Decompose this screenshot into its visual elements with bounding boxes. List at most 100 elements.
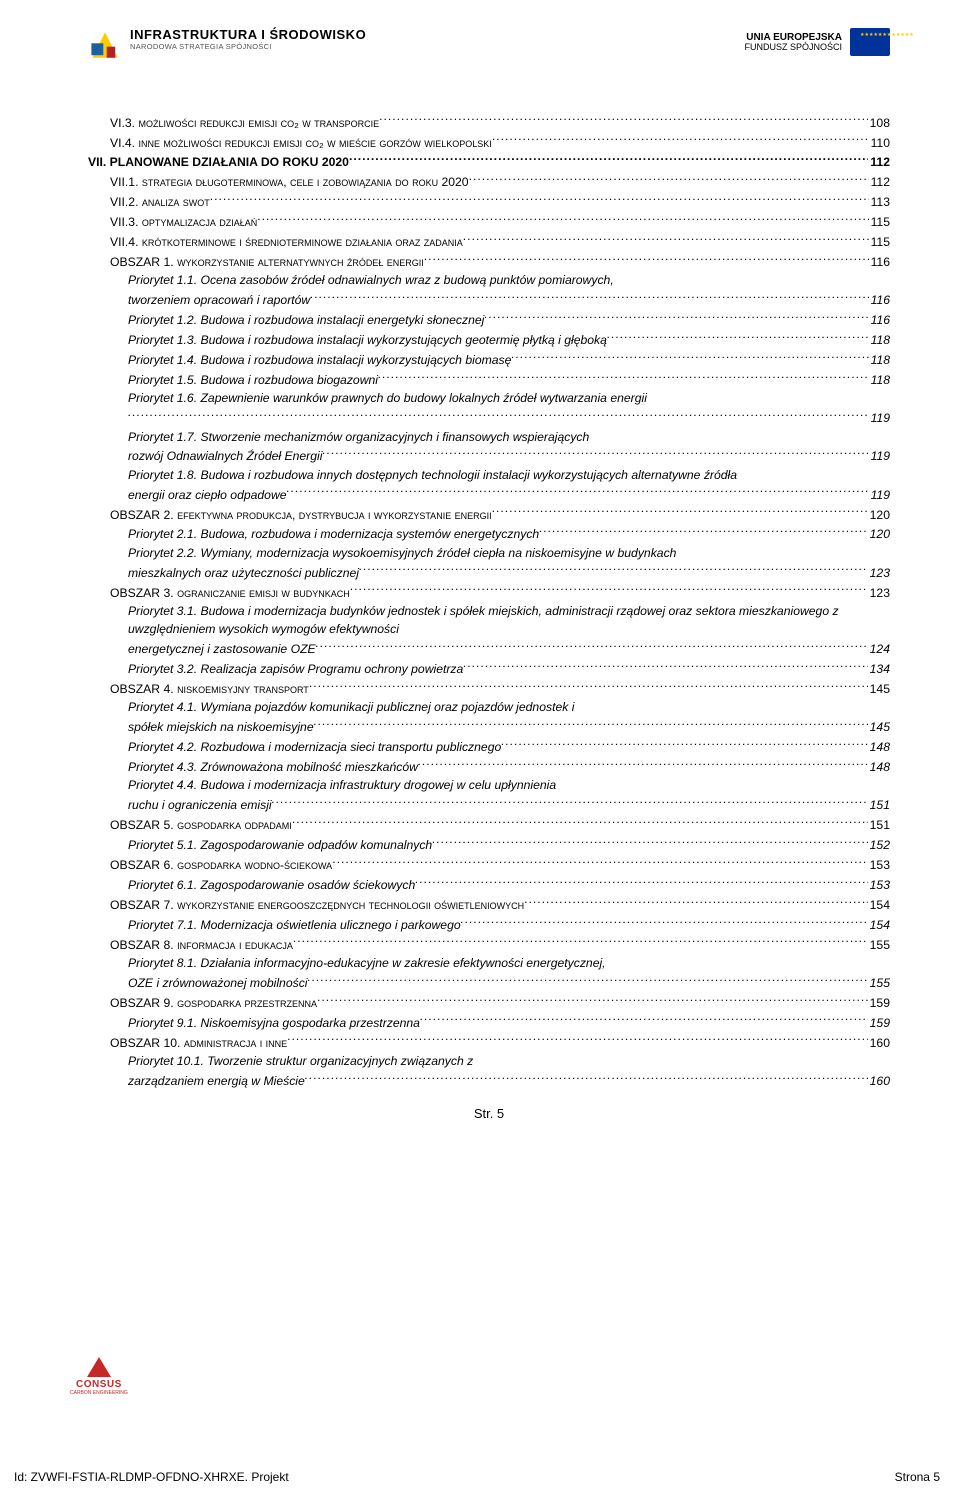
header-subtitle: NARODOWA STRATEGIA SPÓJNOŚCI bbox=[130, 42, 366, 51]
consus-sub: CARBON ENGINEERING bbox=[70, 1390, 128, 1396]
toc-page: 154 bbox=[868, 916, 890, 934]
toc-label: OBSZAR 1. wykorzystanie alternatywnych ź… bbox=[110, 253, 424, 271]
infrastructure-logo-icon bbox=[88, 28, 122, 62]
toc-page: 116 bbox=[869, 311, 890, 329]
toc-entry: OBSZAR 3. ograniczanie emisji w budynkac… bbox=[88, 582, 890, 602]
toc-entry-cont: 119 bbox=[88, 408, 890, 428]
toc-label: Priorytet 2.2. Wymiany, modernizacja wys… bbox=[128, 544, 890, 562]
toc-label: Priorytet 1.5. Budowa i rozbudowa biogaz… bbox=[128, 371, 378, 389]
toc-label: Priorytet 1.3. Budowa i rozbudowa instal… bbox=[128, 331, 607, 349]
toc-page: 145 bbox=[868, 718, 890, 736]
page: INFRASTRUKTURA I ŚRODOWISKO NARODOWA STR… bbox=[0, 0, 960, 1440]
toc-page: 152 bbox=[868, 836, 890, 854]
toc-page: 116 bbox=[869, 253, 890, 271]
header-left: INFRASTRUKTURA I ŚRODOWISKO NARODOWA STR… bbox=[88, 28, 366, 62]
toc-page: 119 bbox=[869, 409, 890, 427]
toc-entry: OBSZAR 7. wykorzystanie energooszczędnyc… bbox=[88, 894, 890, 914]
toc-entry: OBSZAR 4. niskoemisyjny transport145 bbox=[88, 678, 890, 698]
toc-page: 148 bbox=[868, 758, 890, 776]
toc-entry: Priorytet 4.4. Budowa i modernizacja inf… bbox=[88, 776, 890, 814]
toc-label: Priorytet 7.1. Modernizacja oświetlenia … bbox=[128, 916, 461, 934]
toc-page: 115 bbox=[869, 213, 890, 231]
toc-label: Priorytet 4.1. Wymiana pojazdów komunika… bbox=[128, 698, 890, 716]
toc-label: OBSZAR 3. ograniczanie emisji w budynkac… bbox=[110, 584, 350, 602]
toc-page: 153 bbox=[868, 856, 890, 874]
document-footer: Id: ZVWFI-FSTIA-RLDMP-OFDNO-XHRXE. Proje… bbox=[0, 1464, 960, 1490]
toc-label: Priorytet 10.1. Tworzenie struktur organ… bbox=[128, 1052, 890, 1070]
toc-page: 115 bbox=[869, 233, 890, 251]
toc-label: OBSZAR 8. informacja i edukacja bbox=[110, 936, 293, 954]
toc-label: OBSZAR 9. gospodarka przestrzenna bbox=[110, 994, 317, 1012]
toc-label: Priorytet 1.4. Budowa i rozbudowa instal… bbox=[128, 351, 511, 369]
toc-page: 159 bbox=[868, 994, 890, 1012]
toc-entry: Priorytet 3.2. Realizacja zapisów Progra… bbox=[88, 658, 890, 678]
toc-entry: Priorytet 5.1. Zagospodarowanie odpadów … bbox=[88, 834, 890, 854]
toc-entry: OBSZAR 2. efektywna produkcja, dystrybuc… bbox=[88, 504, 890, 524]
toc-label: Priorytet 1.7. Stworzenie mechanizmów or… bbox=[128, 428, 890, 446]
toc-label: Priorytet 3.1. Budowa i modernizacja bud… bbox=[128, 602, 890, 639]
toc-entry: OBSZAR 9. gospodarka przestrzenna 159 bbox=[88, 992, 890, 1012]
toc-entry: VII.1. strategia długoterminowa, cele i … bbox=[88, 172, 890, 192]
toc-page: 110 bbox=[869, 134, 890, 152]
toc-page: 113 bbox=[869, 193, 890, 211]
doc-id: Id: ZVWFI-FSTIA-RLDMP-OFDNO-XHRXE. Proje… bbox=[14, 1470, 289, 1484]
toc-entry: Priorytet 1.6. Zapewnienie warunków praw… bbox=[88, 389, 890, 407]
consus-logo: CONSUS CARBON ENGINEERING bbox=[70, 1357, 128, 1396]
toc-label: VI.3. możliwości redukcji emisji co₂ w t… bbox=[110, 114, 379, 132]
toc-entry: Priorytet 7.1. Modernizacja oświetlenia … bbox=[88, 914, 890, 934]
toc-label: OBSZAR 5. gospodarka odpadami bbox=[110, 816, 292, 834]
toc-page: 112 bbox=[869, 173, 890, 191]
header-title: INFRASTRUKTURA I ŚRODOWISKO bbox=[130, 28, 366, 42]
toc-entry: VII. PLANOWANE DZIAŁANIA DO ROKU 2020 112 bbox=[88, 152, 890, 172]
toc-page: 155 bbox=[868, 974, 890, 992]
toc-entry: OBSZAR 5. gospodarka odpadami151 bbox=[88, 815, 890, 835]
eu-fund: FUNDUSZ SPÓJNOŚCI bbox=[744, 43, 842, 53]
toc-page: 118 bbox=[869, 351, 890, 369]
toc-label: OBSZAR 7. wykorzystanie energooszczędnyc… bbox=[110, 896, 524, 914]
toc-label: VII. PLANOWANE DZIAŁANIA DO ROKU 2020 bbox=[88, 153, 349, 171]
toc-page: 120 bbox=[868, 525, 890, 543]
toc-page: 134 bbox=[868, 660, 890, 678]
toc-entry: OBSZAR 1. wykorzystanie alternatywnych ź… bbox=[88, 251, 890, 271]
toc-label: VII.2. analiza swot bbox=[110, 193, 210, 211]
toc-page: 160 bbox=[868, 1072, 890, 1090]
toc-entry: Priorytet 1.8. Budowa i rozbudowa innych… bbox=[88, 466, 890, 504]
toc-page: 159 bbox=[868, 1014, 890, 1032]
toc-label: VI.4. inne możliwości redukcji emisji co… bbox=[110, 134, 492, 152]
toc-page: 112 bbox=[868, 153, 890, 171]
toc-label: Priorytet 1.1. Ocena zasobów źródeł odna… bbox=[128, 271, 890, 289]
toc-entry: Priorytet 1.2. Budowa i rozbudowa instal… bbox=[88, 310, 890, 330]
toc-page: 160 bbox=[868, 1034, 890, 1052]
toc-label: Priorytet 9.1. Niskoemisyjna gospodarka … bbox=[128, 1014, 420, 1032]
toc-page: 148 bbox=[868, 738, 890, 756]
toc-page: 123 bbox=[868, 584, 890, 602]
toc-page: 154 bbox=[868, 896, 890, 914]
toc-page: 120 bbox=[868, 506, 890, 524]
toc-page: 151 bbox=[868, 796, 890, 814]
toc-entry: VII.2. analiza swot 113 bbox=[88, 192, 890, 212]
toc-label: VII.4. krótkoterminowe i średnioterminow… bbox=[110, 233, 463, 251]
consus-triangle-icon bbox=[87, 1357, 111, 1377]
toc-entry: Priorytet 1.1. Ocena zasobów źródeł odna… bbox=[88, 271, 890, 309]
toc-entry: Priorytet 4.2. Rozbudowa i modernizacja … bbox=[88, 737, 890, 757]
toc-entry: Priorytet 4.1. Wymiana pojazdów komunika… bbox=[88, 698, 890, 736]
toc-label: Priorytet 5.1. Zagospodarowanie odpadów … bbox=[128, 836, 432, 854]
toc-page: 118 bbox=[869, 331, 890, 349]
toc-page: 123 bbox=[868, 564, 890, 582]
toc-label: Priorytet 1.8. Budowa i rozbudowa innych… bbox=[128, 466, 890, 484]
toc-entry: Priorytet 3.1. Budowa i modernizacja bud… bbox=[88, 602, 890, 659]
toc-entry: OBSZAR 6. gospodarka wodno-ściekowa153 bbox=[88, 854, 890, 874]
toc-label: Priorytet 4.2. Rozbudowa i modernizacja … bbox=[128, 738, 501, 756]
toc-page: 145 bbox=[868, 680, 890, 698]
toc-entry: Priorytet 6.1. Zagospodarowanie osadów ś… bbox=[88, 874, 890, 894]
toc-label: Priorytet 2.1. Budowa, rozbudowa i moder… bbox=[128, 525, 539, 543]
toc-entry: VI.3. możliwości redukcji emisji co₂ w t… bbox=[88, 112, 890, 132]
toc-label: Priorytet 4.3. Zrównoważona mobilność mi… bbox=[128, 758, 418, 776]
toc-page: 118 bbox=[869, 371, 890, 389]
eu-flag-icon bbox=[850, 28, 890, 56]
toc-label: Priorytet 8.1. Działania informacyjno-ed… bbox=[128, 954, 890, 972]
toc-entry: Priorytet 4.3. Zrównoważona mobilność mi… bbox=[88, 756, 890, 776]
toc-page: 124 bbox=[868, 640, 890, 658]
toc-entry: Priorytet 2.1. Budowa, rozbudowa i moder… bbox=[88, 524, 890, 544]
header-right: UNIA EUROPEJSKA FUNDUSZ SPÓJNOŚCI bbox=[744, 28, 890, 56]
